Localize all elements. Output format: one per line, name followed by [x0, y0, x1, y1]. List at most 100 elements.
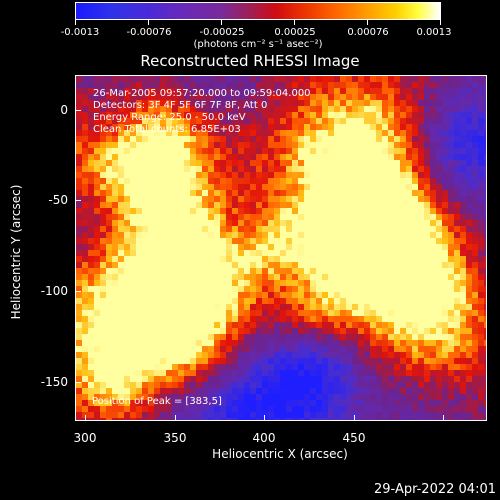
- image-pixel: [184, 412, 191, 419]
- image-pixel: [376, 178, 383, 185]
- image-pixel: [376, 280, 383, 287]
- image-pixel: [352, 172, 359, 179]
- image-pixel: [148, 418, 155, 420]
- image-pixel: [448, 214, 455, 221]
- image-pixel: [100, 100, 107, 107]
- image-pixel: [76, 208, 83, 215]
- image-pixel: [250, 340, 257, 347]
- image-pixel: [160, 184, 167, 191]
- image-pixel: [454, 388, 461, 395]
- image-pixel: [82, 94, 89, 101]
- image-pixel: [244, 304, 251, 311]
- image-pixel: [334, 148, 341, 155]
- image-pixel: [184, 268, 191, 275]
- image-pixel: [220, 88, 227, 95]
- image-pixel: [112, 214, 119, 221]
- image-pixel: [232, 142, 239, 149]
- image-pixel: [346, 202, 353, 209]
- image-pixel: [424, 118, 431, 125]
- image-pixel: [382, 268, 389, 275]
- image-pixel: [448, 184, 455, 191]
- image-pixel: [124, 268, 131, 275]
- image-pixel: [178, 268, 185, 275]
- image-pixel: [148, 328, 155, 335]
- image-pixel: [334, 394, 341, 401]
- image-pixel: [442, 238, 449, 245]
- image-pixel: [238, 130, 245, 137]
- image-pixel: [214, 202, 221, 209]
- image-pixel: [160, 238, 167, 245]
- image-pixel: [226, 394, 233, 401]
- image-pixel: [322, 316, 329, 323]
- image-pixel: [154, 202, 161, 209]
- image-pixel: [286, 292, 293, 299]
- image-pixel: [328, 250, 335, 257]
- image-pixel: [418, 94, 425, 101]
- image-pixel: [130, 142, 137, 149]
- image-pixel: [328, 94, 335, 101]
- image-pixel: [250, 184, 257, 191]
- image-pixel: [448, 406, 455, 413]
- image-pixel: [382, 286, 389, 293]
- image-pixel: [154, 262, 161, 269]
- image-pixel: [316, 178, 323, 185]
- image-pixel: [412, 340, 419, 347]
- image-pixel: [322, 118, 329, 125]
- image-pixel: [358, 352, 365, 359]
- image-pixel: [436, 100, 443, 107]
- image-pixel: [442, 412, 449, 419]
- image-pixel: [394, 154, 401, 161]
- image-pixel: [346, 220, 353, 227]
- image-pixel: [394, 298, 401, 305]
- image-pixel: [286, 214, 293, 221]
- image-pixel: [424, 280, 431, 287]
- image-pixel: [436, 118, 443, 125]
- image-pixel: [478, 154, 485, 161]
- image-pixel: [322, 286, 329, 293]
- image-pixel: [190, 304, 197, 311]
- image-pixel: [370, 106, 377, 113]
- image-pixel: [136, 184, 143, 191]
- image-pixel: [394, 238, 401, 245]
- image-pixel: [364, 112, 371, 119]
- image-pixel: [406, 172, 413, 179]
- image-pixel: [346, 88, 353, 95]
- image-pixel: [394, 166, 401, 173]
- image-pixel: [172, 166, 179, 173]
- image-pixel: [382, 208, 389, 215]
- image-pixel: [292, 328, 299, 335]
- image-pixel: [130, 124, 137, 131]
- image-pixel: [124, 82, 131, 89]
- image-pixel: [406, 346, 413, 353]
- image-pixel: [484, 358, 486, 365]
- image-pixel: [118, 316, 125, 323]
- image-pixel: [166, 118, 173, 125]
- image-pixel: [226, 238, 233, 245]
- image-pixel: [148, 286, 155, 293]
- image-pixel: [328, 340, 335, 347]
- image-pixel: [136, 418, 143, 420]
- image-pixel: [244, 352, 251, 359]
- image-pixel: [400, 316, 407, 323]
- image-pixel: [376, 130, 383, 137]
- image-pixel: [238, 340, 245, 347]
- image-pixel: [202, 298, 209, 305]
- image-pixel: [220, 418, 227, 420]
- image-pixel: [436, 340, 443, 347]
- image-pixel: [190, 388, 197, 395]
- image-pixel: [334, 268, 341, 275]
- image-pixel: [436, 142, 443, 149]
- image-pixel: [220, 316, 227, 323]
- image-pixel: [88, 238, 95, 245]
- image-pixel: [376, 202, 383, 209]
- image-pixel: [148, 370, 155, 377]
- image-pixel: [214, 304, 221, 311]
- image-pixel: [364, 130, 371, 137]
- image-pixel: [328, 160, 335, 167]
- image-pixel: [118, 244, 125, 251]
- image-pixel: [268, 406, 275, 413]
- image-pixel: [154, 118, 161, 125]
- image-pixel: [160, 376, 167, 383]
- image-pixel: [232, 166, 239, 173]
- image-pixel: [250, 136, 257, 143]
